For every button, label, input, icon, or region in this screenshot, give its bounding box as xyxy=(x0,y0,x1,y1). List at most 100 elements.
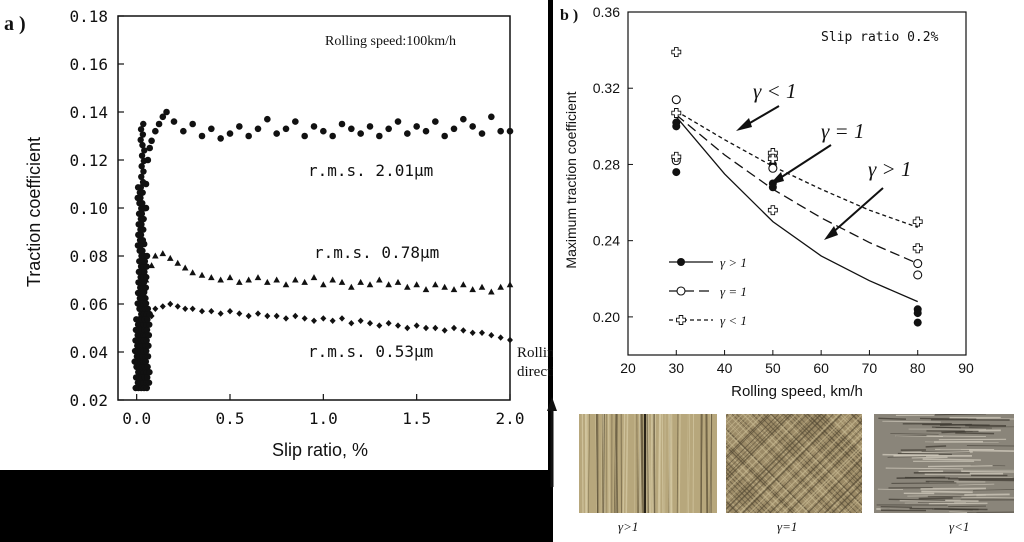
photo-streak xyxy=(646,414,648,513)
data-point-run-in xyxy=(145,342,152,349)
photo-hatch xyxy=(763,414,862,513)
photo-streak xyxy=(688,414,691,513)
data-point-rms-0-53 xyxy=(329,317,336,324)
data-point-series-1 xyxy=(672,118,681,127)
data-point-run-in xyxy=(141,258,149,265)
rolling-direction-arrow xyxy=(547,397,557,487)
data-point-rms-2-01 xyxy=(226,130,234,137)
data-point-rms-0-78 xyxy=(460,281,467,288)
arrowhead-gamma-less xyxy=(736,118,752,131)
data-point-run-in xyxy=(139,131,147,138)
x-tick-label-a: 2.0 xyxy=(496,409,525,428)
data-point-rms-2-01 xyxy=(422,127,430,135)
data-point-rms-0-53 xyxy=(385,320,392,327)
x-tick-label-b: 30 xyxy=(668,360,684,376)
data-point-run-in xyxy=(146,321,153,328)
photo-streak xyxy=(922,458,981,461)
y-axis-label-b: Maximum traction coefficient xyxy=(563,91,579,268)
data-point-rms-2-01 xyxy=(348,125,355,133)
data-point-rms-0-53 xyxy=(152,305,159,312)
data-point-rms-0-53 xyxy=(292,312,299,320)
photo-hatch xyxy=(726,438,801,513)
photo-hatch xyxy=(726,414,744,432)
data-point-rms-0-53 xyxy=(264,312,271,320)
data-point-rms-0-53 xyxy=(451,324,457,332)
y-tick-label-b: 0.20 xyxy=(593,309,620,325)
photo-hatch xyxy=(734,414,834,513)
data-point-rms-2-01 xyxy=(273,130,280,137)
data-point-run-in xyxy=(142,358,150,365)
legend-label: γ > 1 xyxy=(720,255,747,270)
photo-streak xyxy=(686,414,689,513)
photo-hatch xyxy=(726,414,749,437)
photo-streak xyxy=(650,414,653,513)
slip-ratio-annotation: Slip ratio 0.2% xyxy=(821,30,939,45)
data-point-rms-2-01 xyxy=(152,127,159,135)
photo-hatch xyxy=(726,414,797,486)
y-axis-label-a: Traction coefficient xyxy=(24,137,44,287)
data-point-rms-0-78 xyxy=(189,269,196,276)
fit-curve-series-1 xyxy=(675,116,918,303)
data-point-rms-0-78 xyxy=(166,254,174,261)
photo-hatch xyxy=(843,493,862,513)
data-point-rms-0-78 xyxy=(181,264,189,271)
photo-hatch xyxy=(820,414,862,456)
x-tick-label-b: 60 xyxy=(813,360,829,376)
photo-streak xyxy=(927,435,986,438)
y-tick-label-b: 0.24 xyxy=(593,233,620,249)
data-point-rms-0-78 xyxy=(450,286,458,293)
photo-hatch xyxy=(748,414,849,513)
data-point-run-in xyxy=(141,147,148,154)
data-point-rms-0-78 xyxy=(159,250,167,257)
data-point-rms-2-01 xyxy=(469,123,476,130)
data-point-rms-0-53 xyxy=(227,308,233,315)
photo-streak xyxy=(647,414,651,513)
data-point-rms-2-01 xyxy=(338,120,346,128)
data-point-rms-2-01 xyxy=(198,132,206,140)
data-point-run-in xyxy=(140,215,147,223)
data-point-rms-0-78 xyxy=(338,278,346,285)
data-point-rms-2-01 xyxy=(159,113,167,121)
photo-hatch xyxy=(726,414,772,460)
data-point-rms-0-78 xyxy=(357,278,364,285)
photo-streak xyxy=(657,414,661,513)
data-point-rms-0-78 xyxy=(198,271,206,278)
data-point-run-in xyxy=(144,305,152,312)
data-point-rms-0-53 xyxy=(488,332,495,339)
data-point-run-in xyxy=(139,141,146,149)
data-point-rms-0-53 xyxy=(404,324,411,332)
rolling-direction-arrowhead xyxy=(547,397,557,411)
data-point-rms-0-53 xyxy=(423,324,429,332)
data-point-run-in xyxy=(146,368,153,376)
photo-hatch xyxy=(841,414,862,435)
data-point-rms-2-01 xyxy=(497,127,504,135)
fit-curve-series-2 xyxy=(675,114,918,265)
photo-hatch xyxy=(756,414,857,513)
arrow-gamma-greater xyxy=(830,187,884,235)
photo-hatch xyxy=(777,427,862,513)
data-point-run-in xyxy=(140,157,148,165)
data-point-rms-2-01 xyxy=(282,125,290,133)
photo-streak xyxy=(641,414,644,513)
rms-label-1: r.m.s. 2.01μm xyxy=(308,161,433,180)
photo-hatch xyxy=(813,414,862,463)
data-point-rms-0-53 xyxy=(283,315,289,322)
x-tick-label-b: 20 xyxy=(620,360,636,376)
data-point-rms-2-01 xyxy=(163,108,170,116)
data-point-rms-0-53 xyxy=(273,312,280,320)
photo-streak xyxy=(961,496,1014,499)
data-point-run-in xyxy=(142,284,150,291)
photo-streak xyxy=(646,414,650,513)
data-point-rms-2-01 xyxy=(432,118,439,125)
x-tick-label-b: 80 xyxy=(910,360,926,376)
photo-streak xyxy=(639,414,642,513)
panel-a-label: a ) xyxy=(4,13,26,35)
photo-hatch xyxy=(726,414,808,497)
photo-hatch xyxy=(769,419,862,513)
data-point-rms-0-53 xyxy=(413,322,420,329)
data-point-rms-2-01 xyxy=(376,132,383,140)
data-point-run-in xyxy=(143,347,150,355)
arrow-label-gamma-greater: γ > 1 xyxy=(868,157,911,181)
photo-streak xyxy=(897,452,952,455)
photo-streak xyxy=(669,414,673,513)
